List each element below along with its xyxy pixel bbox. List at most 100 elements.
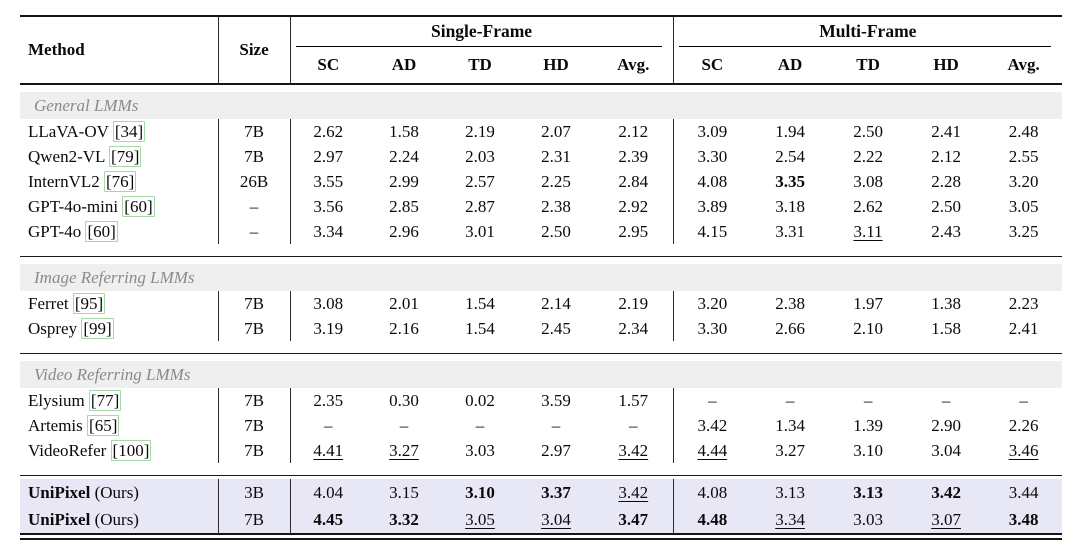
score-value: 2.84 (618, 171, 649, 191)
method-name: VideoRefer (28, 440, 107, 460)
score-cell: – (366, 413, 442, 438)
score-cell: 3.09 (673, 119, 751, 144)
score-value: 3.34 (313, 221, 344, 241)
score-cell: 3.27 (366, 438, 442, 463)
col-header-mf-ad: AD (751, 47, 830, 85)
score-value: 3.05 (465, 509, 495, 529)
col-header-sf-ad: AD (366, 47, 442, 85)
score-cell: 1.57 (594, 388, 674, 413)
score-cell: 4.48 (673, 506, 752, 534)
score-cell: 3.56 (290, 194, 366, 219)
citation-link[interactable]: [34] (112, 120, 146, 142)
citation-link[interactable]: [60] (122, 195, 155, 217)
score-value: – (399, 415, 409, 435)
score-value: 3.08 (853, 171, 883, 191)
score-cell: 1.58 (907, 316, 985, 341)
score-cell: 3.42 (673, 413, 751, 438)
score-cell: 0.02 (442, 388, 518, 413)
score-cell: 2.41 (985, 316, 1062, 341)
score-cell: 2.85 (366, 194, 442, 219)
col-header-sf-hd: HD (518, 47, 594, 85)
table-spacer (20, 244, 1063, 257)
method-name: GPT-4o (28, 221, 82, 241)
score-cell: 3.46 (985, 438, 1062, 463)
score-cell: – (907, 388, 985, 413)
score-value: 3.20 (1008, 171, 1039, 191)
score-value: 1.58 (389, 121, 419, 141)
score-value: 4.44 (697, 440, 728, 460)
score-cell: 2.03 (442, 144, 518, 169)
score-value: 2.03 (465, 146, 495, 166)
score-value: 3.42 (618, 482, 649, 502)
table-row: Artemis [65] 7B – – – – –3.42 1.34 1.39 2.90 2.26 (20, 413, 1062, 438)
score-value: 3.10 (465, 482, 495, 502)
score-value: 2.34 (618, 318, 649, 338)
method-name: InternVL2 (28, 171, 100, 191)
citation-link[interactable]: [76] (104, 170, 137, 192)
spacer-cell (20, 84, 1062, 92)
citation-link[interactable]: [95] (72, 292, 106, 314)
score-cell: 3.59 (518, 388, 594, 413)
score-value: 3.44 (1008, 482, 1039, 502)
score-cell: 2.50 (518, 219, 594, 244)
score-value: 2.90 (931, 415, 961, 435)
results-table-wrap: Method Size Single-Frame Multi-Frame SC … (20, 15, 1063, 540)
score-value: 3.31 (775, 221, 805, 241)
score-cell: 1.54 (442, 316, 518, 341)
score-cell: 2.31 (518, 144, 594, 169)
score-value: 3.15 (389, 482, 419, 502)
score-cell: 3.44 (985, 479, 1063, 506)
score-value: 1.54 (465, 318, 495, 338)
score-value: 4.48 (697, 509, 728, 529)
score-cell: 3.30 (673, 316, 751, 341)
score-value: 1.39 (853, 415, 883, 435)
citation-link[interactable]: [77] (88, 389, 122, 411)
citation-link[interactable]: [65] (87, 414, 120, 436)
table-row: UniPixel (Ours) 3B 4.04 3.15 3.10 3.37 3.42 4.0… (20, 479, 1063, 506)
citation-link[interactable]: [99] (81, 317, 114, 339)
col-group-multi-frame: Multi-Frame (673, 16, 1062, 47)
table-row: UniPixel (Ours) 7B 4.45 3.32 3.05 3.04 3.47 4.4… (20, 506, 1063, 534)
score-value: 4.41 (313, 440, 344, 460)
score-value: 3.32 (389, 509, 419, 529)
score-value: 3.55 (313, 171, 344, 191)
size-cell: 7B (218, 388, 291, 413)
col-header-sf-sc: SC (290, 47, 366, 85)
score-value: 1.94 (775, 121, 805, 141)
score-value: 4.45 (313, 509, 344, 529)
col-header-mf-td: TD (829, 47, 908, 85)
score-cell: 2.96 (366, 219, 442, 244)
method-name: Ferret (28, 293, 69, 313)
score-cell: 2.38 (751, 291, 829, 316)
score-value: 3.42 (618, 440, 649, 460)
score-value: 3.04 (541, 509, 571, 529)
score-value: 2.62 (313, 121, 344, 141)
score-value: 2.85 (389, 196, 419, 216)
col-header-mf-sc: SC (673, 47, 752, 85)
method-cell: Ferret [95] (20, 291, 219, 316)
score-value: 2.54 (775, 146, 805, 166)
method-cell: LLaVA-OV [34] (20, 119, 219, 144)
score-value: 3.10 (853, 440, 883, 460)
method-cell: GPT-4o-mini [60] (20, 194, 219, 219)
score-value: 1.97 (853, 293, 883, 313)
score-cell: 2.10 (829, 316, 907, 341)
score-value: 2.16 (389, 318, 419, 338)
col-header-method: Method (20, 16, 219, 85)
score-value: 2.97 (541, 440, 571, 460)
score-cell: 4.04 (290, 479, 366, 506)
table-row: Osprey [99] 7B 3.19 2.16 1.54 2.45 2.34 3.30 2.6… (20, 316, 1062, 341)
citation-link[interactable]: [100] (110, 439, 152, 461)
score-value: 3.03 (853, 509, 883, 529)
citation-link[interactable]: [60] (85, 220, 118, 242)
score-cell: 3.13 (829, 479, 908, 506)
score-value: 3.42 (697, 415, 728, 435)
citation-link[interactable]: [79] (109, 145, 142, 167)
col-header-mf-avg: Avg. (985, 47, 1063, 85)
score-cell: 3.03 (829, 506, 908, 534)
score-value: 3.56 (313, 196, 344, 216)
table-row: GPT-4o [60] –3.34 2.96 3.01 2.50 2.95 4.15 3.31… (20, 219, 1062, 244)
score-value: 2.19 (618, 293, 649, 313)
score-cell: 2.95 (594, 219, 674, 244)
method-name: Qwen2-VL (28, 146, 105, 166)
